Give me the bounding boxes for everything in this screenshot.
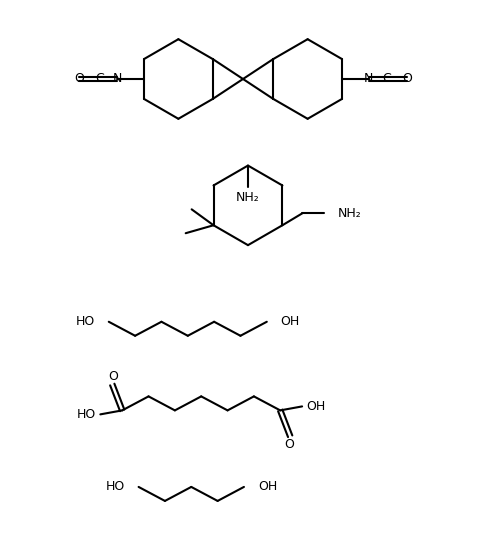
Text: O: O: [402, 72, 412, 86]
Text: HO: HO: [105, 480, 125, 494]
Text: HO: HO: [75, 315, 95, 328]
Text: NH₂: NH₂: [236, 191, 260, 204]
Text: NH₂: NH₂: [338, 207, 362, 220]
Text: N: N: [364, 72, 374, 86]
Text: C: C: [95, 72, 104, 86]
Text: OH: OH: [306, 400, 326, 413]
Text: O: O: [75, 72, 84, 86]
Text: OH: OH: [258, 480, 277, 494]
Text: HO: HO: [77, 408, 96, 421]
Text: C: C: [382, 72, 391, 86]
Text: N: N: [112, 72, 122, 86]
Text: O: O: [284, 438, 294, 451]
Text: OH: OH: [281, 315, 300, 328]
Text: O: O: [108, 370, 118, 383]
